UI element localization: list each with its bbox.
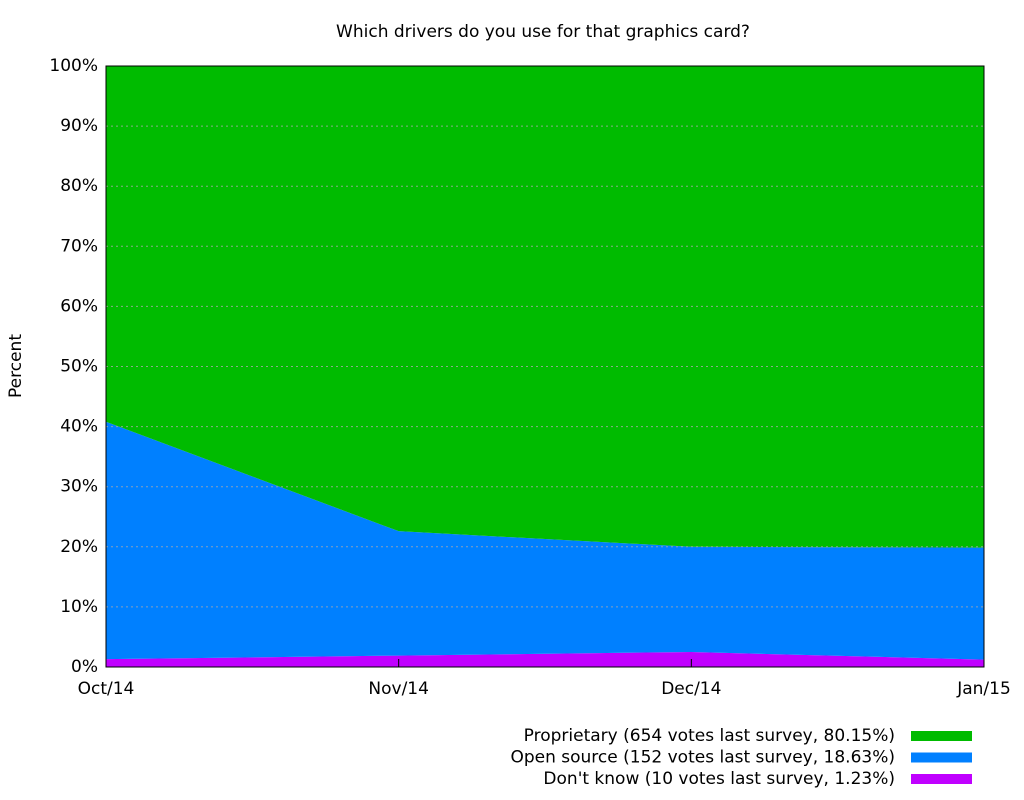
x-tick-label: Jan/15	[956, 679, 1011, 699]
y-axis-label: Percent	[6, 334, 26, 398]
y-tick-label: 80%	[60, 176, 98, 196]
legend-swatch	[911, 774, 972, 784]
legend-label: Don't know (10 votes last survey, 1.23%)	[543, 769, 895, 789]
y-tick-label: 50%	[60, 357, 98, 377]
legend-label: Proprietary (654 votes last survey, 80.1…	[524, 726, 895, 746]
legend-swatch	[911, 731, 972, 741]
x-tick-label: Nov/14	[368, 679, 429, 699]
x-tick-label: Oct/14	[78, 679, 135, 699]
y-tick-label: 60%	[60, 296, 98, 316]
area	[106, 651, 984, 667]
y-tick-label: 20%	[60, 537, 98, 557]
y-tick-label: 90%	[60, 116, 98, 136]
legend-label: Open source (152 votes last survey, 18.6…	[510, 748, 895, 768]
y-tick-label: 10%	[60, 597, 98, 617]
y-tick-label: 30%	[60, 477, 98, 497]
x-tick-label: Dec/14	[661, 679, 721, 699]
y-tick-label: 70%	[60, 236, 98, 256]
y-tick-label: 100%	[49, 56, 98, 76]
y-tick-label: 0%	[71, 657, 98, 677]
legend-swatch	[911, 752, 972, 763]
chart-title: Which drivers do you use for that graphi…	[336, 22, 750, 42]
area	[106, 421, 984, 660]
plot-frame	[105, 65, 985, 668]
area	[106, 65, 984, 548]
y-tick-label: 40%	[60, 417, 98, 437]
